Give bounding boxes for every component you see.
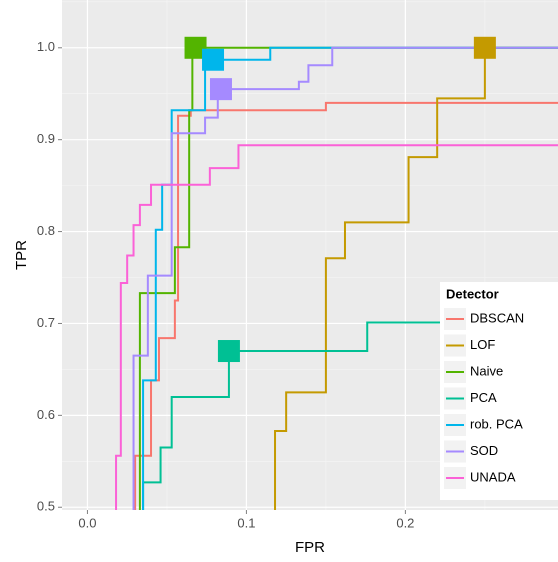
- roc-line: [134, 101, 558, 510]
- legend-label: DBSCAN: [470, 310, 524, 325]
- roc-line: [142, 321, 558, 510]
- y-tick-label: 0.5: [37, 499, 55, 514]
- x-tick-label: 0.0: [78, 515, 96, 530]
- x-axis-title: FPR: [295, 539, 325, 556]
- roc-line: [115, 144, 558, 510]
- marker: [184, 36, 207, 59]
- y-tick-label: 0.6: [37, 407, 55, 422]
- legend-label: PCA: [470, 390, 497, 405]
- legend-title: Detector: [446, 286, 499, 301]
- y-tick-label: 1.0: [37, 39, 55, 54]
- roc-line: [138, 46, 558, 510]
- y-tick-label: 0.8: [37, 223, 55, 238]
- x-tick-label: 0.2: [396, 515, 414, 530]
- legend-label: UNADA: [470, 469, 516, 484]
- x-tick-label: 0.1: [237, 515, 255, 530]
- legend-label: rob. PCA: [470, 416, 523, 431]
- legend-label: Naive: [470, 363, 503, 378]
- legend-label: SOD: [470, 443, 498, 458]
- legend-label: LOF: [470, 337, 495, 352]
- y-axis-title: TPR: [13, 240, 30, 270]
- marker: [473, 36, 496, 59]
- roc-line: [132, 46, 558, 510]
- y-tick-label: 0.7: [37, 315, 55, 330]
- marker: [202, 48, 225, 71]
- y-tick-label: 0.9: [37, 131, 55, 146]
- roc-line: [274, 46, 558, 510]
- marker: [209, 78, 232, 101]
- marker: [217, 340, 240, 363]
